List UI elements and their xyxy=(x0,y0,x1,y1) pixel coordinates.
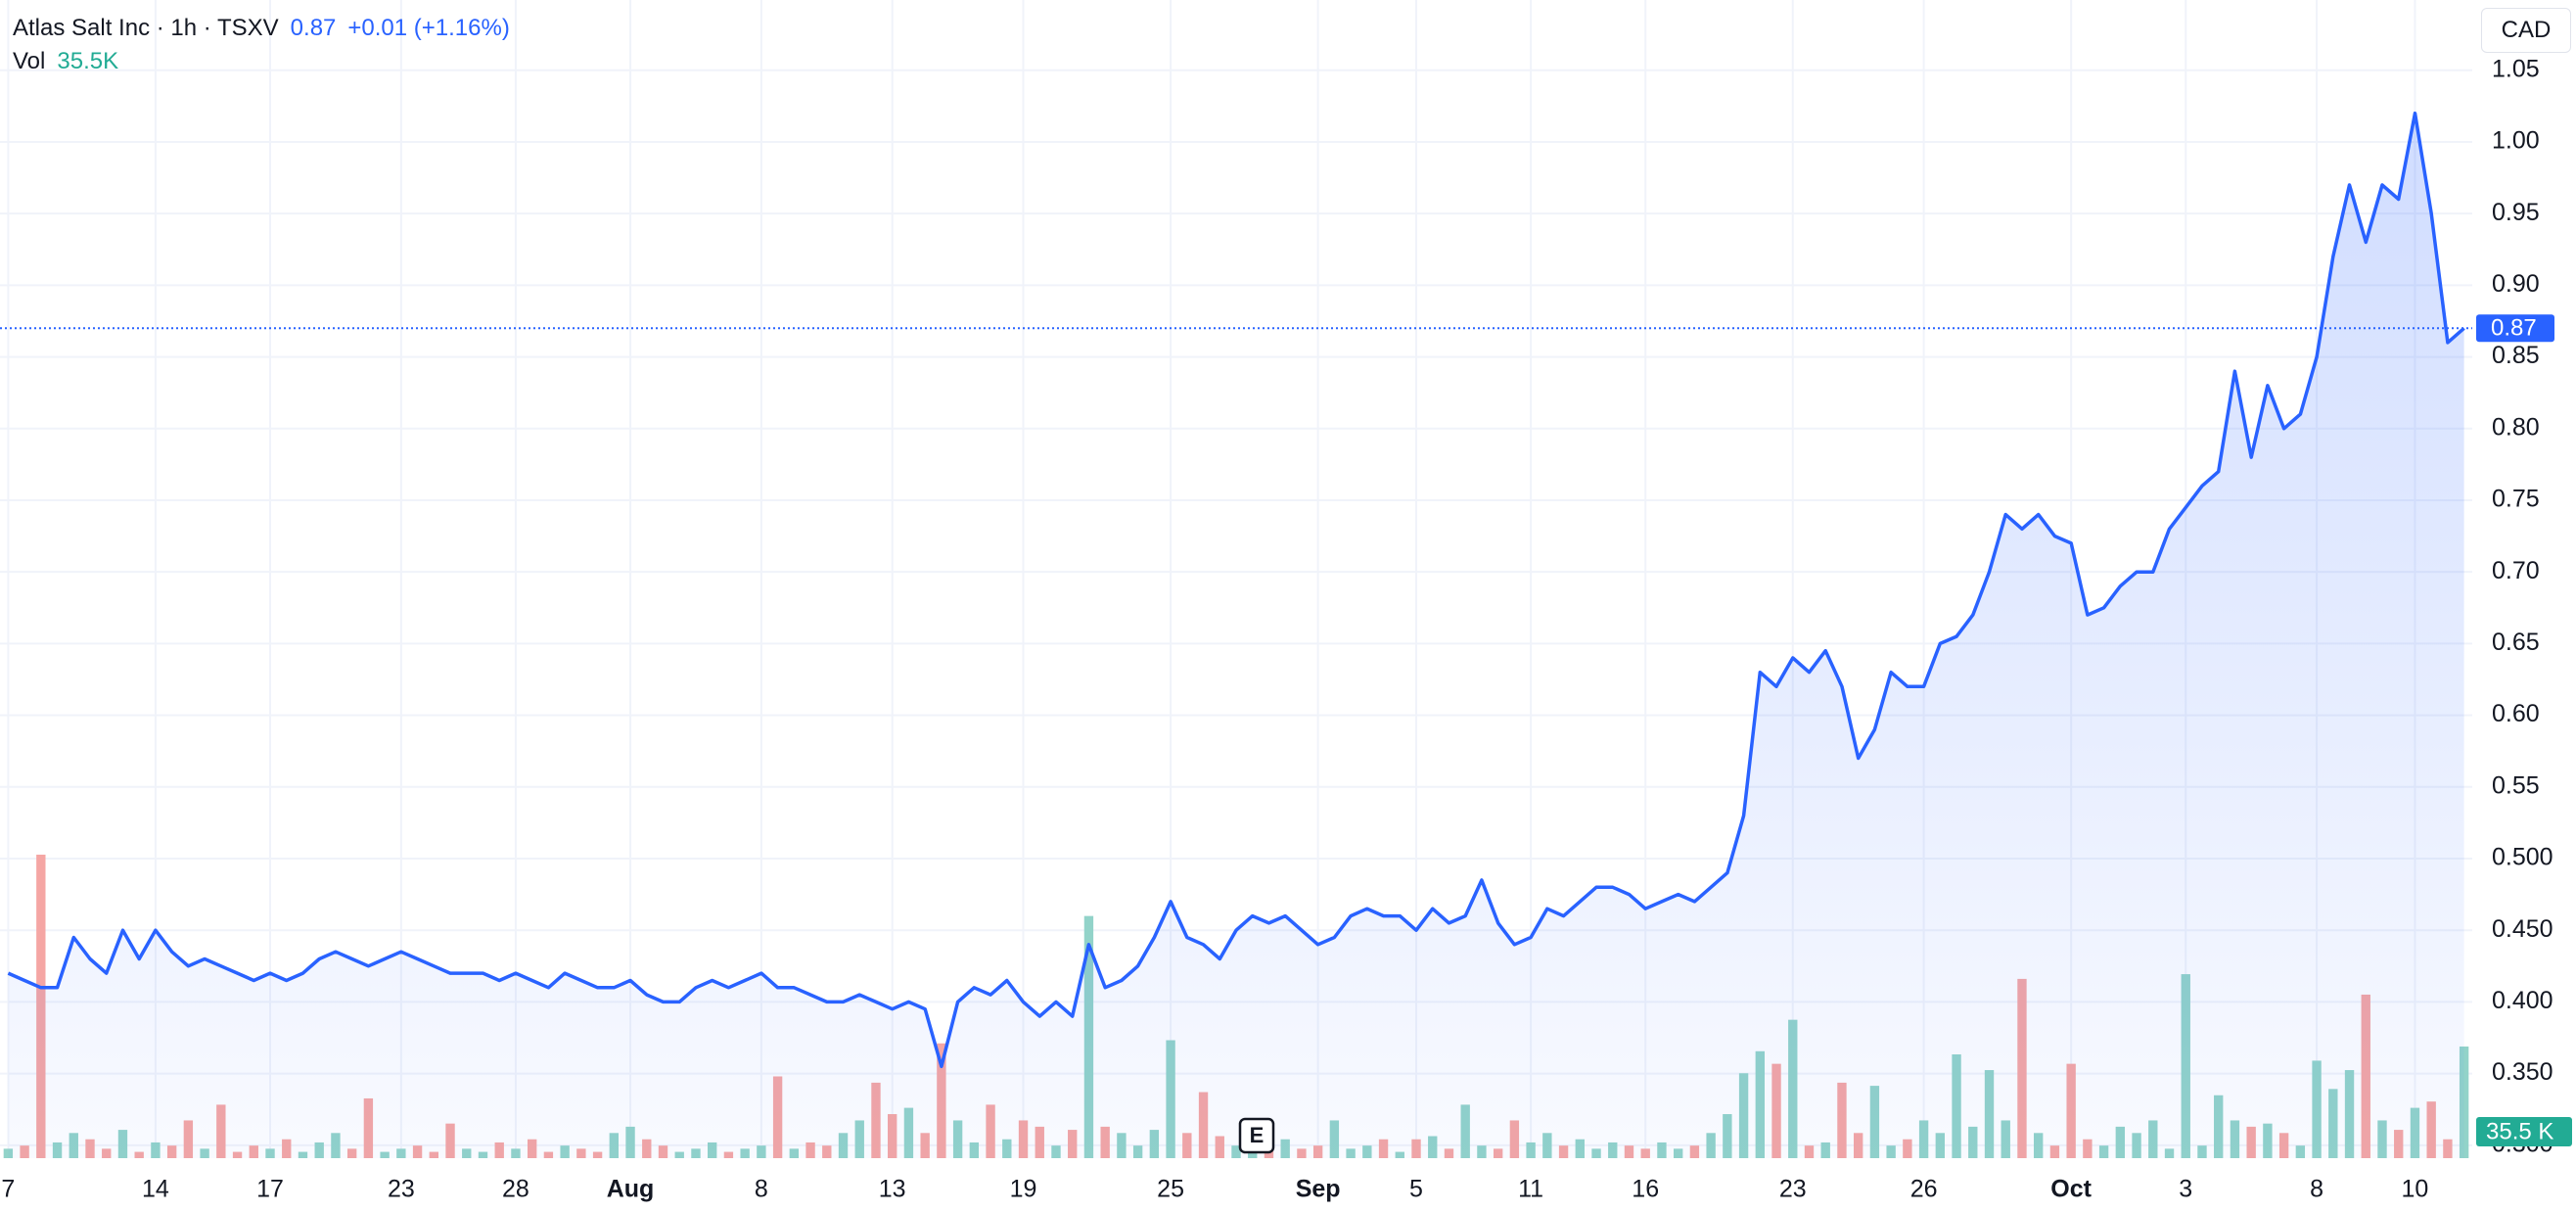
volume-tag-label: 35.5 K xyxy=(2486,1118,2553,1144)
x-tick-label: 7 xyxy=(1,1176,15,1203)
x-tick-label: 16 xyxy=(1632,1176,1659,1203)
y-tick-label: 0.90 xyxy=(2492,270,2540,298)
y-tick-label: 0.80 xyxy=(2492,413,2540,441)
y-tick-label: 0.70 xyxy=(2492,557,2540,584)
price-change: +0.01 (+1.16%) xyxy=(347,15,510,41)
area-fill xyxy=(8,113,2464,1159)
y-tick-label: 0.350 xyxy=(2492,1058,2553,1086)
x-tick-label: 5 xyxy=(1409,1176,1423,1203)
x-tick-label: 17 xyxy=(256,1176,284,1203)
earnings-marker xyxy=(1238,1117,1275,1154)
x-tick-label: 28 xyxy=(502,1176,529,1203)
x-tick-label: Sep xyxy=(1296,1176,1341,1203)
x-tick-label: 8 xyxy=(755,1176,768,1203)
volume-bar xyxy=(2459,1046,2469,1158)
x-tick-label: Aug xyxy=(607,1176,655,1203)
x-tick-label: 13 xyxy=(879,1176,906,1203)
y-tick-label: 0.65 xyxy=(2492,629,2540,656)
y-tick-label: 0.75 xyxy=(2492,486,2540,513)
x-tick-label: 14 xyxy=(142,1176,169,1203)
y-tick-label: 0.400 xyxy=(2492,987,2553,1014)
x-tick-label: 26 xyxy=(1910,1176,1938,1203)
y-tick-label: 0.95 xyxy=(2492,199,2540,226)
volume-tag xyxy=(2476,1117,2572,1146)
volume-bar xyxy=(3,1148,14,1158)
x-tick-label: 19 xyxy=(1010,1176,1037,1203)
price-row: Atlas Salt Inc · 1h · TSXV 0.87 +0.01 (+1.… xyxy=(13,12,522,45)
earnings-marker-label: E xyxy=(1250,1123,1265,1147)
x-tick-label: 25 xyxy=(1157,1176,1184,1203)
x-tick-label: Oct xyxy=(2050,1176,2092,1203)
price-line xyxy=(7,111,2465,1069)
symbol: Atlas Salt Inc · 1h · TSXV xyxy=(13,15,279,41)
price-tag-label: 0.87 xyxy=(2491,315,2537,342)
x-tick-label: 3 xyxy=(2179,1176,2192,1203)
volume-row: Vol 35.5K xyxy=(13,45,522,78)
currency-button[interactable]: CAD xyxy=(2481,8,2571,53)
y-tick-label: 1.05 xyxy=(2492,55,2540,82)
legend-header: Atlas Salt Inc · 1h · TSXV 0.87 +0.01 (+1.… xyxy=(13,12,522,78)
y-tick-label: 0.500 xyxy=(2492,844,2553,871)
axes-layer: 1.05 1.00 0.95 0.90 0.85 0.80 0.75 0.70 0.65 0.60… xyxy=(1,55,2572,1203)
y-tick-label: 0.55 xyxy=(2492,771,2540,799)
y-tick-label: 0.450 xyxy=(2492,915,2553,943)
y-tick-label: 0.60 xyxy=(2492,700,2540,727)
price-layer xyxy=(0,111,2472,1159)
x-tick-label: 23 xyxy=(388,1176,415,1203)
y-tick-label: 0.85 xyxy=(2492,342,2540,369)
volume-name: Vol xyxy=(13,48,46,74)
x-tick-label: 23 xyxy=(1779,1176,1807,1203)
price-tag xyxy=(2476,314,2554,343)
x-tick-label: 11 xyxy=(1518,1176,1543,1203)
volume-value: 35.5K xyxy=(57,48,119,74)
x-tick-label: 8 xyxy=(2310,1176,2323,1203)
last-price: 0.87 xyxy=(290,15,337,41)
x-tick-label: 10 xyxy=(2402,1176,2429,1203)
y-tick-label: 1.00 xyxy=(2492,127,2540,155)
